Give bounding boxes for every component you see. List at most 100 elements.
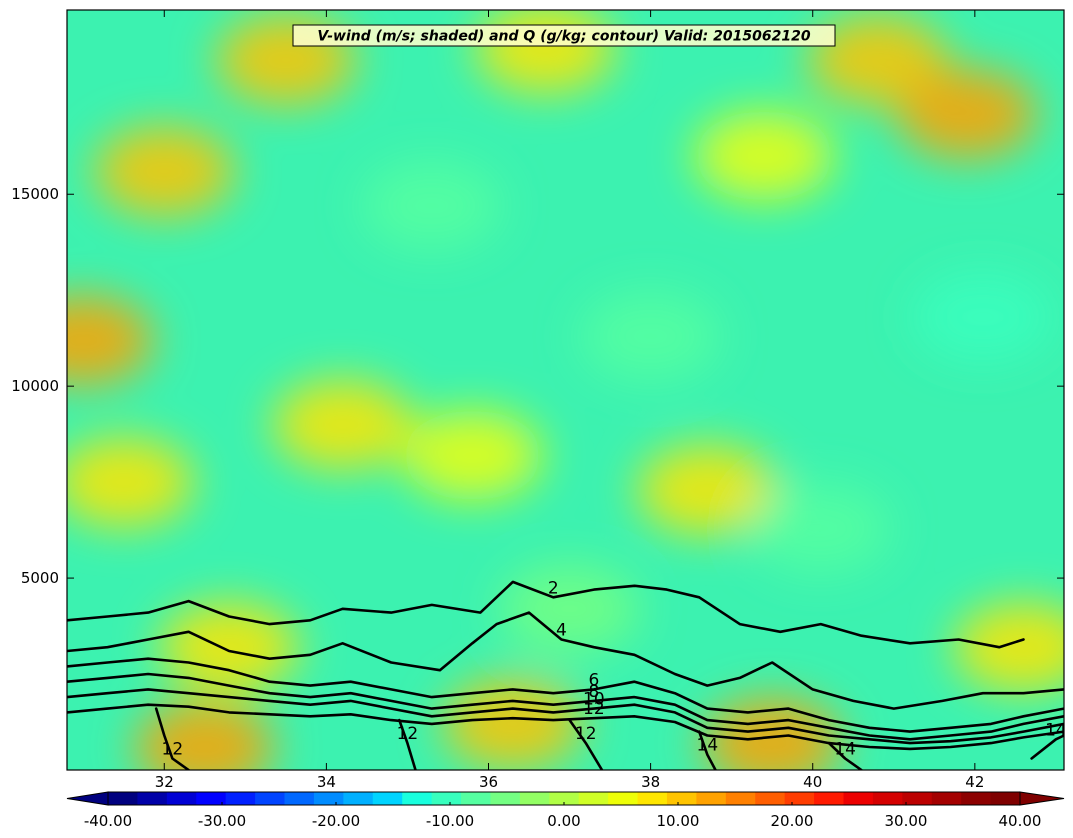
colorbar-cell [784,792,815,805]
colorbar-cell [902,792,933,805]
contour-label: 2 [548,578,559,598]
contour-label: 14 [834,739,856,759]
contour-label: 12 [583,699,605,719]
colorbar-cell [225,792,256,805]
shaded-blob [67,295,154,386]
colorbar-cell [372,792,403,805]
colorbar: -40.00 -30.00 -20.00 -10.00 0.00 10.00 20.00 30… [66,791,1065,830]
x-tick-label: 40 [803,773,822,791]
x-tick-label: 34 [317,773,336,791]
contour-label: 10 [583,690,605,710]
contour-line [67,580,1025,649]
colorbar-cell [755,792,786,805]
shaded-blob [475,10,616,94]
colorbar-tick-label: 10.00 [657,812,700,830]
shaded-blob [67,437,194,528]
contour-label: 14 [697,736,719,756]
chart-title-group: V-wind (m/s; shaded) and Q (g/kg; contou… [292,24,836,47]
shaded-blob [361,160,502,251]
contour-line [154,707,190,770]
colorbar-cell [725,792,756,805]
shaded-blob [807,14,948,105]
contour-label: 8 [588,682,599,702]
colorbar-labels: -40.00 -30.00 -20.00 -10.00 0.00 10.00 20.00 30… [84,802,1042,830]
x-tick-label: 42 [965,773,984,791]
contour-line [67,688,1064,745]
chart-title: V-wind (m/s; shaded) and Q (g/kg; contou… [317,29,810,45]
x-tick-label: 32 [155,773,174,791]
contour-line [1030,734,1064,760]
colorbar-tick-label: -30.00 [198,812,246,830]
contour-line [67,703,1064,751]
colorbar-cell [872,792,903,805]
colorbar-cell [990,792,1021,805]
y-tick-label: 5000 [21,569,59,587]
colorbar-cell [814,792,845,805]
contour-label: 12 [575,724,597,744]
shaded-field [67,10,1064,770]
contour-line [67,672,1064,741]
colorbar-tick-label: -10.00 [426,812,474,830]
shaded-blob [402,410,543,501]
colorbar-cell [313,792,344,805]
colorbar-cell [137,792,168,805]
plot-frame [66,9,1065,771]
shaded-blob [750,483,891,574]
shaded-blob [272,379,413,470]
title-box [292,24,836,47]
shaded-blob [159,602,300,693]
contour-line [568,718,604,770]
colorbar-cell [843,792,874,805]
colorbar-tick-label: 40.00 [999,812,1042,830]
colorbar-cell [343,792,374,805]
colorbar-cell [637,792,668,805]
colorbar-cell [284,792,315,805]
shaded-blob [896,68,1037,159]
colorbar-cell [431,792,462,805]
contour-line [398,718,417,770]
colorbar-cell [108,792,139,805]
y-tick-label: 10000 [11,377,59,395]
shaded-blob [702,698,843,770]
colorbar-tick-label: 30.00 [885,812,928,830]
colorbar-extend-max [1019,791,1065,806]
colorbar-tick-label: 20.00 [771,812,814,830]
colorbar-tick-label: 0.00 [547,812,580,830]
colorbar-cell [666,792,697,805]
colorbar-tick-label: -20.00 [312,812,360,830]
contour-line [697,730,717,770]
shaded-blob [953,602,1064,693]
contour-label: 12 [162,739,184,759]
shaded-blob [694,110,835,201]
colorbar-cell [490,792,521,805]
colorbar-cell [961,792,992,805]
contour-label: 4 [556,620,567,640]
colorbar-cell [255,792,286,805]
x-axis: 32 34 36 38 40 42 [155,10,984,791]
shaded-blob [580,291,721,382]
contour-line [67,657,1064,733]
colorbar-extend-min [66,791,109,806]
contour-label: 12 [397,724,419,744]
shaded-blob [499,563,640,654]
shaded-blob [637,444,778,535]
colorbar-cell [402,792,433,805]
colorbar-cell [461,792,492,805]
x-tick-label: 36 [479,773,498,791]
colorbar-cell [196,792,227,805]
colorbar-cell [696,792,727,805]
colorbar-cell [519,792,550,805]
colorbar-tick-label: -40.00 [84,812,132,830]
colorbar-cell [578,792,609,805]
colorbar-cell [549,792,580,805]
shaded-blob [442,678,583,769]
contour-line [67,611,1064,710]
colorbar-cell [608,792,639,805]
x-tick-label: 38 [641,773,660,791]
shaded-blob [912,272,1053,363]
contour-label: 6 [588,670,599,690]
contour-label: 14 [1045,720,1067,740]
